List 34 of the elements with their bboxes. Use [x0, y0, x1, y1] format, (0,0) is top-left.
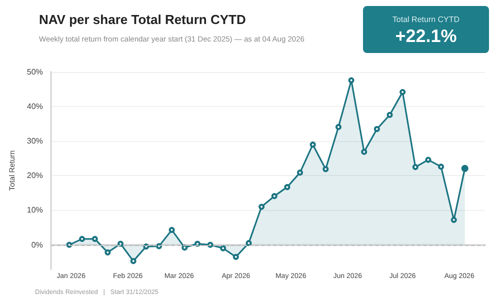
point	[412, 164, 418, 170]
point	[130, 258, 136, 264]
y-tick-label: 0%	[31, 240, 43, 250]
point	[168, 226, 175, 233]
y-tick-label: 20%	[26, 171, 43, 180]
point	[461, 164, 468, 172]
point	[104, 249, 111, 256]
point	[182, 244, 188, 251]
point	[348, 77, 354, 84]
point	[438, 164, 444, 170]
point	[310, 142, 316, 148]
y-tick-label: 10%	[26, 206, 43, 215]
point	[322, 166, 329, 172]
point	[92, 236, 98, 242]
point	[374, 126, 380, 132]
point	[400, 89, 406, 96]
point	[220, 245, 226, 252]
summary-card: Total Return CYTD +22.1%	[363, 6, 489, 53]
point	[258, 204, 265, 210]
y-tick-label: 50%	[26, 68, 43, 76]
point	[284, 184, 290, 190]
point	[386, 112, 393, 118]
point	[425, 156, 432, 163]
point	[232, 254, 239, 260]
point	[271, 193, 278, 200]
point	[246, 240, 252, 246]
y-tick-label: 40%	[26, 102, 43, 112]
point	[335, 124, 342, 130]
y-tick-label: 30%	[26, 136, 43, 146]
point	[450, 216, 457, 223]
point	[361, 148, 368, 155]
chart-title: NAV per share Total Return CYTD	[39, 12, 246, 27]
point	[79, 236, 86, 242]
point	[297, 170, 304, 176]
